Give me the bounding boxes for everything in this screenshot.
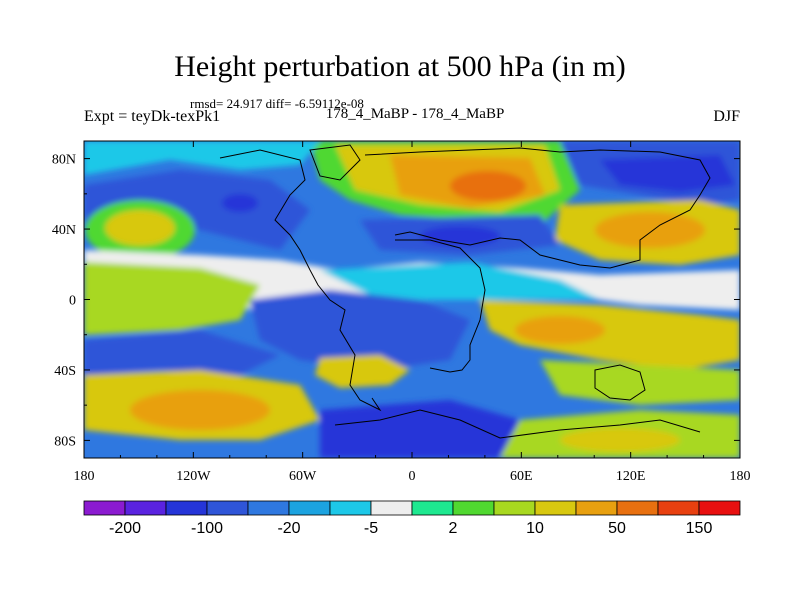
x-tick-label: 120E: [616, 469, 646, 484]
field-eurasia-max: [450, 171, 526, 201]
colorbar-swatch: [124, 500, 167, 516]
x-tick-label: 180: [730, 469, 751, 484]
x-tick-label: 60W: [289, 469, 317, 484]
colorbar-swatch: [83, 500, 126, 516]
field-northeast-asia-core: [600, 155, 735, 192]
colorbar-swatch: [534, 500, 577, 516]
colorbar-swatch: [370, 500, 413, 516]
colorbar-swatch: [165, 500, 208, 516]
contour-field: [84, 141, 740, 458]
colorbar-swatch: [247, 500, 290, 516]
x-tick-label: 180: [74, 469, 95, 484]
field-tropical-atlantic-negative: [250, 290, 470, 370]
colorbar-swatch: [657, 500, 700, 516]
colorbar-label: 10: [526, 520, 544, 537]
coastline-australia: [594, 364, 646, 401]
colorbar-swatch: [575, 500, 618, 516]
coastline-antarctica: [334, 409, 701, 439]
colorbar-swatch: [329, 500, 372, 516]
field-antarctic-negative: [320, 400, 520, 458]
x-tick-label: 60E: [510, 469, 533, 484]
colorbar-label: -100: [191, 520, 223, 537]
colorbar-swatch: [452, 500, 495, 516]
colorbar-swatch: [288, 500, 331, 516]
colorbar: -200 -100 -20 -5 2 10 50 150: [83, 500, 741, 537]
x-tick-label: 120W: [176, 469, 211, 484]
season-label: DJF: [713, 108, 740, 125]
colorbar-label: 150: [686, 520, 713, 537]
field-central-asia-core: [595, 212, 705, 248]
y-tick-label: 40N: [52, 223, 76, 238]
field-south-indian-positive: [540, 360, 740, 405]
field-north-pacific-positive-core: [105, 210, 175, 246]
y-tick-label: 80N: [52, 153, 76, 168]
colorbar-label: -20: [277, 520, 300, 537]
plot-title: Height perturbation at 500 hPa (in m): [174, 50, 626, 83]
coastline-americas: [219, 149, 382, 412]
field-arctic-pacific-cyan: [84, 141, 320, 175]
coastline-africa: [395, 239, 486, 373]
colorbar-swatch: [411, 500, 454, 516]
colorbar-swatch: [616, 500, 659, 516]
case-label: 178_4_MaBP - 178_4_MaBP: [325, 106, 505, 122]
y-tick-label: 0: [69, 294, 76, 309]
colorbar-swatch: [698, 500, 741, 516]
coastline-outlines: [219, 144, 711, 439]
experiment-label: Expt = teyDk-texPk1: [84, 108, 221, 125]
colorbar-swatch: [493, 500, 536, 516]
coastline-greenland: [309, 144, 361, 181]
colorbar-swatch: [206, 500, 249, 516]
field-north-pacific-core: [222, 194, 258, 212]
field-tropical-pacific-positive: [84, 262, 260, 335]
x-tick-label: 0: [409, 469, 416, 484]
field-mediterranean-core: [420, 226, 500, 246]
field-indian-ocean-core: [515, 316, 605, 344]
x-axis: 180 120W 60W 0 60E 120E 180: [74, 141, 751, 484]
colorbar-label: -5: [364, 520, 378, 537]
y-axis: 80N 40N 0 40S 80S: [52, 153, 740, 449]
coastline-eurasia: [364, 147, 711, 269]
field-pacific-blue-tongue: [84, 330, 280, 375]
field-south-atlantic-positive: [315, 355, 410, 388]
colorbar-label: 2: [449, 520, 458, 537]
y-tick-label: 80S: [54, 434, 76, 449]
colorbar-label: 50: [608, 520, 626, 537]
colorbar-label: -200: [109, 520, 141, 537]
rmsd-stats: rmsd= 24.917 diff= -6.59112e-08: [190, 96, 364, 111]
field-antarctic-orange: [560, 428, 680, 452]
field-tropical-cyan: [320, 262, 600, 300]
field-south-pacific-core: [130, 390, 270, 430]
y-tick-label: 40S: [54, 364, 76, 379]
